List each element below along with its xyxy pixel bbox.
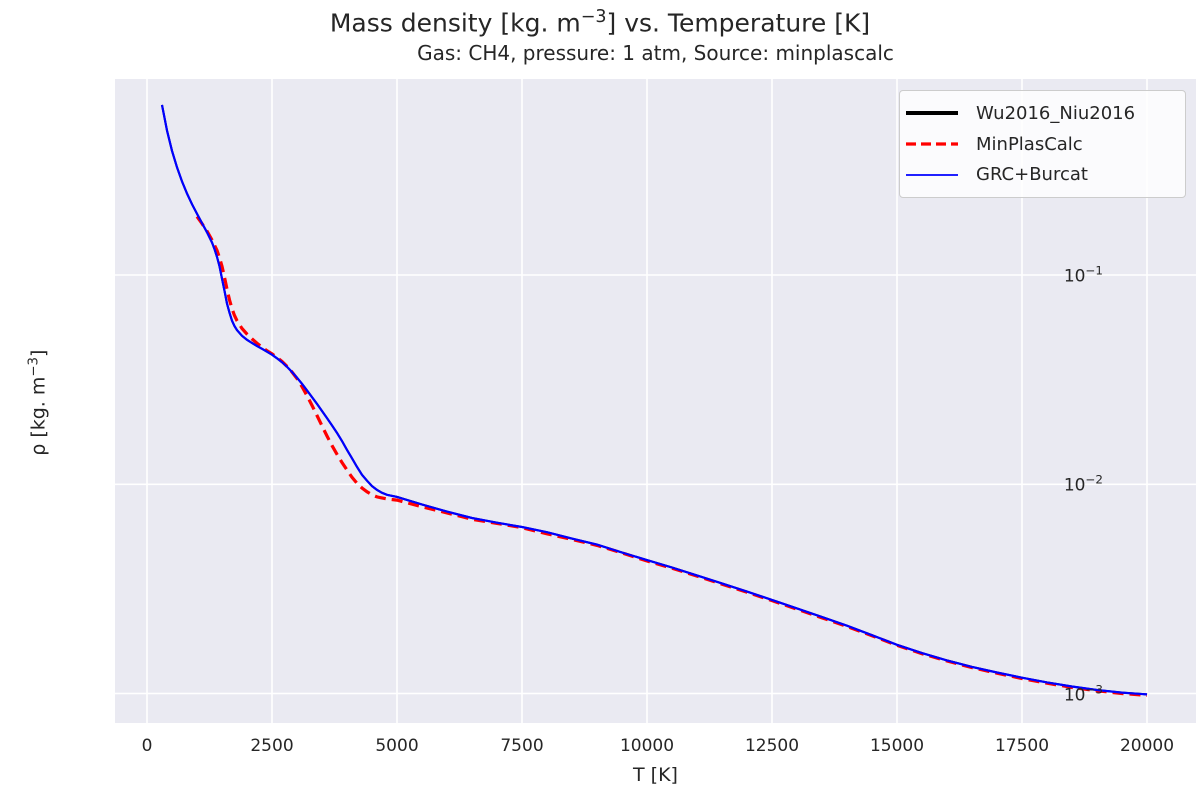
legend-label: Wu2016_Niu2016 <box>976 102 1136 124</box>
legend-entry: Wu2016_Niu2016 <box>906 98 1175 129</box>
legend-entry: MinPlasCalc <box>906 129 1175 160</box>
x-tick-label: 5000 <box>375 736 419 756</box>
y-tick-label: 10−2 <box>1063 472 1103 496</box>
y-tick-label: 10−3 <box>1063 682 1103 705</box>
chart-subtitle: Gas: CH4, pressure: 1 atm, Source: minpl… <box>417 41 894 65</box>
legend-line-sample <box>906 111 958 116</box>
x-tick-label: 20000 <box>1119 736 1175 756</box>
y-tick-label: 10−1 <box>1063 263 1103 287</box>
y-tick-exponent: −3 <box>1085 682 1103 697</box>
legend-label: MinPlasCalc <box>976 133 1083 155</box>
legend-entry: GRC+Burcat <box>906 159 1175 190</box>
y-tick-exponent: −2 <box>1085 472 1103 487</box>
series-GRC+Burcat <box>160 104 1148 696</box>
y-axis-label: ρ [kg. m−3] <box>26 349 50 456</box>
chart-title: Mass density [kg. m−3] vs. Temperature [… <box>329 7 871 38</box>
legend-line-sample <box>906 173 958 176</box>
y-tick-exponent: −1 <box>1085 263 1103 278</box>
x-tick-label: 10000 <box>619 736 675 756</box>
x-tick-label: 12500 <box>744 736 800 756</box>
title-superscript: −3 <box>580 7 607 27</box>
series-MinPlasCalc <box>195 215 1148 697</box>
x-tick-label: 15000 <box>869 736 925 756</box>
ylabel-superscript: −3 <box>26 356 42 377</box>
legend-label: GRC+Burcat <box>976 164 1088 186</box>
legend: Wu2016_Niu2016 MinPlasCalc GRC+Burcat <box>899 90 1186 198</box>
x-tick-label: 7500 <box>500 736 544 756</box>
x-tick-label: 17500 <box>994 736 1050 756</box>
legend-line-sample <box>906 142 958 146</box>
x-tick-label: 0 <box>141 736 153 756</box>
x-axis-label: T [K] <box>633 764 678 786</box>
x-tick-label: 2500 <box>250 736 294 756</box>
